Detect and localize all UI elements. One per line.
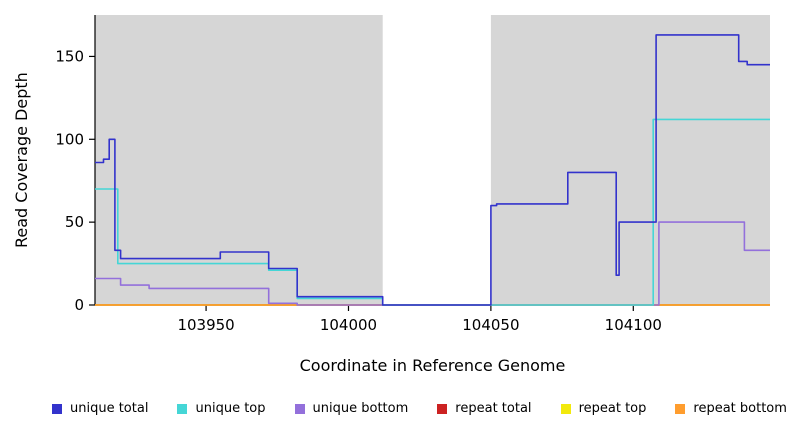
- legend: unique total unique top unique bottom repea…: [52, 401, 787, 416]
- y-tick-label: 100: [55, 130, 84, 148]
- legend-label: repeat bottom: [693, 401, 787, 416]
- x-tick-label: 103950: [177, 316, 234, 334]
- legend-item-repeat-total: repeat total: [437, 401, 532, 416]
- y-tick-label: 0: [74, 296, 84, 314]
- legend-label: repeat total: [455, 401, 532, 416]
- y-tick-label: 50: [65, 213, 84, 231]
- series-unique-bottom: [95, 221, 770, 306]
- shaded-region: [95, 15, 383, 305]
- legend-swatch: [560, 403, 571, 414]
- shaded-region: [490, 15, 770, 305]
- series-unique-total: [95, 34, 770, 306]
- x-tick-label: 104050: [462, 316, 519, 334]
- legend-swatch: [177, 403, 188, 414]
- legend-label: repeat top: [578, 401, 647, 416]
- legend-label: unique total: [70, 401, 149, 416]
- y-tick-label: 150: [55, 47, 84, 65]
- y-axis-label: Read Coverage Depth: [12, 72, 31, 248]
- legend-item-unique-total: unique total: [52, 401, 148, 416]
- legend-swatch: [52, 403, 62, 414]
- legend-item-unique-top: unique top: [177, 401, 266, 416]
- x-axis-label: Coordinate in Reference Genome: [299, 356, 566, 375]
- chart-svg: 103950 104000 104050 104100 0 50 100 150: [55, 15, 770, 334]
- legend-label: unique bottom: [312, 401, 409, 416]
- legend-swatch: [294, 403, 305, 414]
- x-tick-label: 104000: [320, 316, 377, 334]
- legend-item-unique-bottom: unique bottom: [294, 401, 409, 416]
- legend-item-repeat-top: repeat top: [560, 401, 647, 416]
- x-tick-label: 104100: [605, 316, 662, 334]
- legend-swatch: [675, 403, 686, 414]
- legend-item-repeat-bottom: repeat bottom: [675, 401, 787, 416]
- legend-label: unique top: [195, 401, 266, 416]
- legend-swatch: [437, 403, 448, 414]
